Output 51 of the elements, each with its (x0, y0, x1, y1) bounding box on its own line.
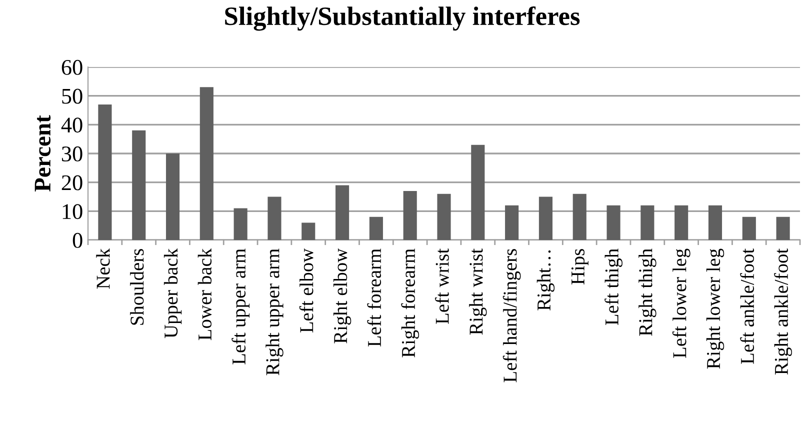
bar (234, 208, 248, 240)
x-tick-label: Right upper arm (266, 248, 284, 376)
bar (302, 222, 316, 240)
y-tick-label: 0 (72, 232, 82, 248)
bar (200, 87, 214, 240)
x-tick-label: Right wrist (469, 248, 487, 335)
y-tick-label: 50 (62, 88, 82, 104)
x-tick-label: Left hand/fingers (502, 249, 521, 382)
x-tick-label: Right forearm (401, 248, 420, 358)
bar (437, 194, 451, 240)
bar (471, 144, 485, 240)
y-tick-label: 60 (62, 60, 82, 75)
y-axis-title: Percent (34, 115, 51, 192)
bar (132, 130, 146, 240)
bar (606, 205, 620, 240)
x-tick-label: Right elbow (333, 248, 352, 344)
bar (369, 216, 383, 240)
x-tick-label: Left lower leg (672, 248, 690, 358)
x-tick-label: Right thigh (638, 248, 656, 336)
bar (742, 216, 756, 240)
x-tick-label: Left ankle/foot (740, 248, 754, 364)
bar (538, 196, 552, 240)
bar (776, 216, 790, 240)
y-tick-label: 40 (61, 118, 82, 133)
bar (572, 194, 586, 240)
bar (708, 205, 722, 240)
x-tick-label: Right ankle/foot (774, 248, 792, 375)
x-tick-label: Left thigh (604, 248, 622, 325)
x-tick-label: Shoulders (130, 249, 144, 325)
bar (674, 205, 688, 240)
y-tick-label: 20 (62, 175, 82, 190)
bar (505, 205, 519, 240)
chart-title: Slightly/Substantially interferes (225, 6, 580, 31)
x-tick-label: Hips (571, 249, 588, 285)
bar (403, 190, 417, 240)
x-tick-label: Left elbow (299, 248, 314, 333)
x-tick-label: Right… (536, 250, 555, 310)
x-tick-label: Neck (96, 248, 110, 289)
bar (640, 205, 654, 240)
y-tick-label: 30 (62, 146, 82, 162)
x-tick-label: Lower back (198, 248, 212, 340)
bar (268, 196, 282, 240)
x-tick-label: Upper back (164, 248, 182, 338)
bar (166, 154, 180, 240)
x-tick-label: Right lower leg (706, 248, 724, 369)
x-tick-label: Left wrist (434, 248, 449, 324)
x-tick-label: Left forearm (367, 248, 382, 347)
bar (98, 104, 112, 240)
bar (336, 185, 350, 240)
y-tick-label: 10 (62, 204, 82, 220)
x-tick-label: Left upper arm (232, 248, 250, 364)
